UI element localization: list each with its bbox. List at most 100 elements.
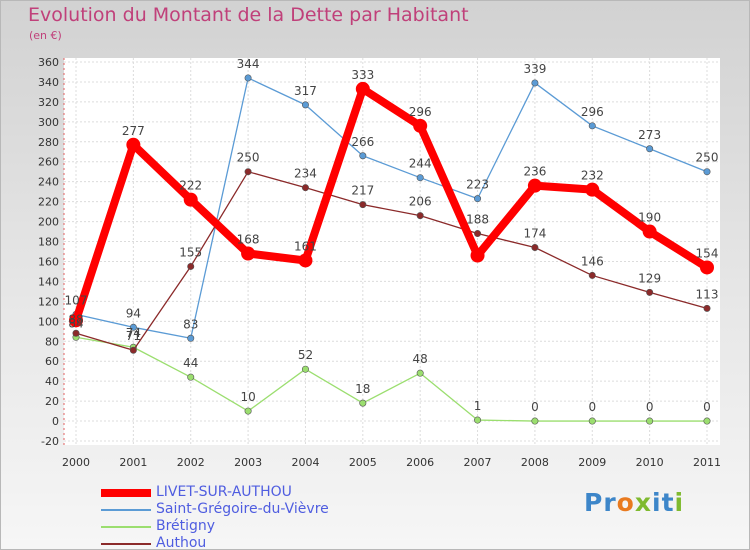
y-tick-label: 360 xyxy=(38,56,59,69)
data-label: 161 xyxy=(294,239,317,253)
chart-title: Evolution du Montant de la Dette par Hab… xyxy=(28,4,469,26)
y-tick-label: 200 xyxy=(38,216,59,229)
data-point xyxy=(474,230,482,238)
data-point xyxy=(474,416,482,424)
data-label: 129 xyxy=(638,271,661,285)
y-tick-label: 80 xyxy=(45,335,59,348)
data-label: 277 xyxy=(122,124,145,138)
series-line-2 xyxy=(75,336,708,422)
series-line-0 xyxy=(72,84,711,325)
data-label: 154 xyxy=(696,246,719,260)
data-label: 174 xyxy=(523,227,546,241)
data-label: 107 xyxy=(65,293,88,307)
y-tick-label: 60 xyxy=(45,355,59,368)
data-label: 84 xyxy=(68,316,83,330)
data-point xyxy=(244,74,252,82)
data-label: 94 xyxy=(126,306,141,320)
data-label: 146 xyxy=(581,254,604,268)
y-tick-label: 40 xyxy=(45,375,59,388)
data-point xyxy=(588,271,596,279)
data-point xyxy=(187,334,195,342)
data-label: 113 xyxy=(696,287,719,301)
data-point xyxy=(301,365,309,373)
data-point xyxy=(646,288,654,296)
data-point xyxy=(359,152,367,160)
data-point xyxy=(129,323,137,331)
y-tick-label: 220 xyxy=(38,196,59,209)
data-label: 18 xyxy=(355,382,370,396)
data-point xyxy=(646,145,654,153)
data-point xyxy=(642,224,657,239)
data-label: 0 xyxy=(531,400,539,414)
data-point xyxy=(413,118,428,133)
data-label: 83 xyxy=(183,317,198,331)
legend-label: Authou xyxy=(156,535,207,550)
data-point xyxy=(474,195,482,203)
data-label: 0 xyxy=(588,400,596,414)
data-label: 250 xyxy=(237,151,260,165)
x-tick-label: 2011 xyxy=(693,456,721,469)
x-tick-label: 2005 xyxy=(349,456,377,469)
y-tick-label: 280 xyxy=(38,136,59,149)
data-point xyxy=(416,369,424,377)
legend-swatch xyxy=(101,489,151,497)
data-point xyxy=(69,313,83,328)
data-point xyxy=(588,122,596,130)
y-tick-label: 300 xyxy=(38,116,59,129)
y-tick-label: 160 xyxy=(38,255,59,268)
data-point xyxy=(183,192,198,207)
data-point xyxy=(244,168,252,176)
legend-swatch xyxy=(101,526,151,528)
data-label: 222 xyxy=(179,179,202,193)
proxiti-logo: Proxiti xyxy=(584,488,685,517)
data-point xyxy=(531,244,539,252)
data-label: 74 xyxy=(126,326,141,340)
data-point xyxy=(703,304,711,312)
series-line-3 xyxy=(75,171,708,351)
data-point xyxy=(646,417,654,425)
plot-area xyxy=(64,58,720,445)
data-label: 44 xyxy=(183,356,198,370)
y-tick-label: 0 xyxy=(52,415,59,428)
data-point xyxy=(129,346,137,354)
data-point xyxy=(241,246,256,261)
data-label: 236 xyxy=(523,165,546,179)
y-tick-label: -20 xyxy=(41,435,59,448)
data-label: 0 xyxy=(703,400,711,414)
data-label: 1 xyxy=(474,399,482,413)
y-tick-label: 120 xyxy=(38,295,59,308)
x-tick-label: 2001 xyxy=(119,456,147,469)
data-point xyxy=(355,81,370,96)
data-label: 273 xyxy=(638,128,661,142)
y-tick-label: 20 xyxy=(45,395,59,408)
y-tick-label: 340 xyxy=(38,76,59,89)
data-label: 234 xyxy=(294,167,317,181)
x-tick-label: 2010 xyxy=(636,456,664,469)
series-line-1 xyxy=(75,77,708,339)
data-label: 296 xyxy=(409,105,432,119)
data-point xyxy=(359,399,367,407)
legend-swatch xyxy=(101,509,151,511)
data-point xyxy=(527,178,542,193)
data-label: 217 xyxy=(351,184,374,198)
data-point xyxy=(703,168,711,176)
data-label: 188 xyxy=(466,213,489,227)
data-label: 48 xyxy=(413,352,428,366)
data-point xyxy=(301,184,309,192)
y-tick-label: 260 xyxy=(38,156,59,169)
data-label: 333 xyxy=(351,68,374,82)
legend-label: LIVET-SUR-AUTHOU xyxy=(156,484,292,500)
x-tick-label: 2008 xyxy=(521,456,549,469)
data-point xyxy=(126,137,141,152)
data-point xyxy=(187,262,195,270)
legend-label: Saint-Grégoire-du-Vièvre xyxy=(156,501,329,517)
x-tick-label: 2002 xyxy=(177,456,205,469)
data-point xyxy=(244,407,252,415)
y-tick-label: 320 xyxy=(38,96,59,109)
data-point xyxy=(700,260,714,275)
data-point xyxy=(301,101,309,109)
data-label: 71 xyxy=(126,329,141,343)
data-label: 168 xyxy=(237,232,260,246)
